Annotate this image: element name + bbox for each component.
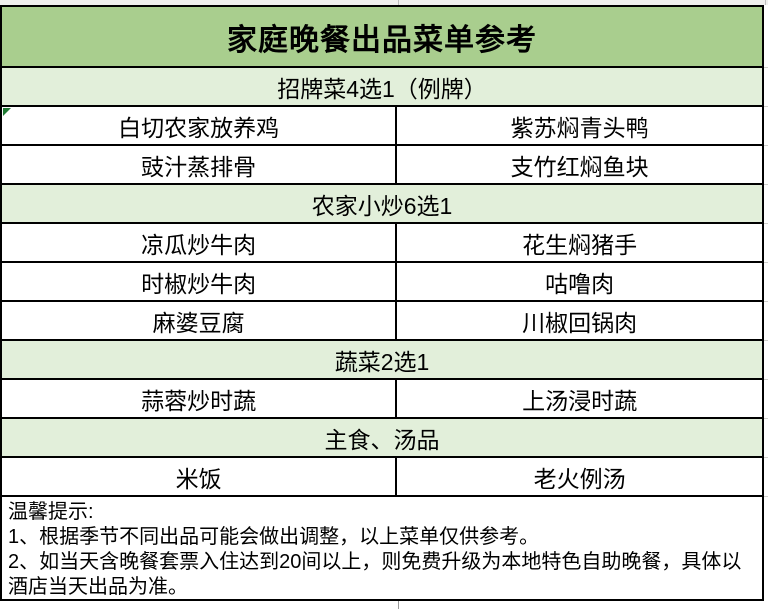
menu-table: 家庭晚餐出品菜单参考 招牌菜4选1（例牌） 白切农家放养鸡 紫苏焖青头鸭 豉汁蒸… xyxy=(0,5,764,601)
gridline-vertical xyxy=(398,0,399,5)
right-margin-gridline-stubs xyxy=(764,5,768,601)
dish-cell: 咕噜肉 xyxy=(545,270,615,297)
notes-heading: 温馨提示: xyxy=(8,501,94,523)
table-row: 麻婆豆腐 川椒回锅肉 xyxy=(2,302,762,341)
section-header-vegetables: 蔬菜2选1 xyxy=(2,341,762,380)
dish-cell: 紫苏焖青头鸭 xyxy=(510,114,649,141)
table-row: 凉瓜炒牛肉 花生焖猪手 xyxy=(2,224,762,263)
dish-cell: 川椒回锅肉 xyxy=(522,309,638,336)
cell-corner-marker-icon xyxy=(3,108,11,116)
dish-cell: 时椒炒牛肉 xyxy=(2,263,398,300)
dish-cell: 米饭 xyxy=(2,458,398,495)
table-row: 蒜蓉炒时蔬 上汤浸时蔬 xyxy=(2,380,762,419)
table-row: 白切农家放养鸡 紫苏焖青头鸭 xyxy=(2,107,762,146)
section-header-signature-dishes: 招牌菜4选1（例牌） xyxy=(2,68,762,107)
dish-cell: 上汤浸时蔬 xyxy=(522,387,638,414)
notes-line: 2、如当天含晚餐套票入住达到20间以上，则免费升级为本地特色自助晚餐，具体以酒店… xyxy=(8,551,742,598)
gridline-vertical xyxy=(765,0,766,5)
dish-cell: 花生焖猪手 xyxy=(522,231,638,258)
dish-cell: 凉瓜炒牛肉 xyxy=(2,224,398,261)
adjacent-row-top-sliver xyxy=(0,0,768,5)
table-row: 米饭 老火例汤 xyxy=(2,458,762,497)
dish-cell: 白切农家放养鸡 xyxy=(2,107,398,144)
dish-name: 白切农家放养鸡 xyxy=(118,114,280,141)
notes-line: 1、根据季节不同出品可能会做出调整，以上菜单仅供参考。 xyxy=(8,526,540,548)
dish-cell: 豉汁蒸排骨 xyxy=(2,146,398,183)
section-header-stir-fry: 农家小炒6选1 xyxy=(2,185,762,224)
dish-cell: 老火例汤 xyxy=(533,465,626,492)
section-header-staple-soup: 主食、汤品 xyxy=(2,419,762,458)
dish-cell: 支竹红焖鱼块 xyxy=(510,153,649,180)
dish-cell: 蒜蓉炒时蔬 xyxy=(2,380,398,417)
adjacent-row-bottom-sliver xyxy=(0,601,768,609)
table-row: 时椒炒牛肉 咕噜肉 xyxy=(2,263,762,302)
gridline-vertical xyxy=(398,601,399,609)
dish-cell: 麻婆豆腐 xyxy=(2,302,398,339)
table-row: 豉汁蒸排骨 支竹红焖鱼块 xyxy=(2,146,762,185)
menu-title: 家庭晚餐出品菜单参考 xyxy=(2,7,762,68)
notes: 温馨提示: 1、根据季节不同出品可能会做出调整，以上菜单仅供参考。 2、如当天含… xyxy=(2,497,762,599)
